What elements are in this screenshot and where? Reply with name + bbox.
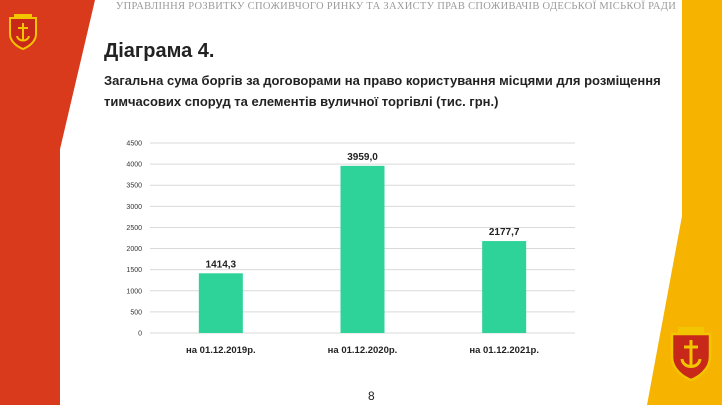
bar-data-label: 1414,3	[206, 259, 237, 270]
bar	[340, 165, 385, 333]
organization-header: УПРАВЛІННЯ РОЗВИТКУ СПОЖИВЧОГО РИНКУ ТА …	[115, 1, 677, 12]
x-tick-label: на 01.12.2019р.	[186, 345, 256, 356]
bar	[482, 241, 527, 333]
data-labels: 1414,3 3959,0 2177,7	[206, 152, 520, 270]
y-tick-label: 2000	[126, 246, 142, 253]
slide-title: Діаграма 4.	[104, 40, 215, 62]
y-tick-label: 3000	[126, 204, 142, 211]
x-tick-label: на 01.12.2021р.	[469, 345, 539, 356]
y-tick-label: 4500	[126, 141, 142, 148]
y-tick-label: 1500	[126, 267, 142, 274]
slide-subtitle: Загальна сума боргів за договорами на пр…	[104, 73, 661, 109]
page-number: 8	[368, 389, 375, 403]
bar-data-label: 2177,7	[489, 227, 520, 238]
odesa-coat-of-arms-icon	[670, 327, 712, 381]
x-tick-label: на 01.12.2020р.	[328, 345, 398, 356]
y-tick-label: 0	[138, 331, 142, 338]
chart-bars	[198, 165, 527, 333]
bar-data-label: 3959,0	[347, 152, 378, 163]
y-tick-label: 2500	[126, 225, 142, 232]
y-tick-label: 1000	[126, 288, 142, 295]
odesa-coat-of-arms-icon	[9, 14, 37, 50]
x-axis-ticks: на 01.12.2019р. на 01.12.2020р. на 01.12.2…	[186, 345, 539, 356]
y-axis-ticks: 0 500 1000 1500 2000 2500 3000 3500 4000 4500	[126, 141, 142, 338]
y-tick-label: 500	[130, 309, 142, 316]
bar	[198, 273, 243, 333]
y-tick-label: 4000	[126, 162, 142, 169]
left-decor-triangle	[0, 0, 95, 405]
y-tick-label: 3500	[126, 183, 142, 190]
